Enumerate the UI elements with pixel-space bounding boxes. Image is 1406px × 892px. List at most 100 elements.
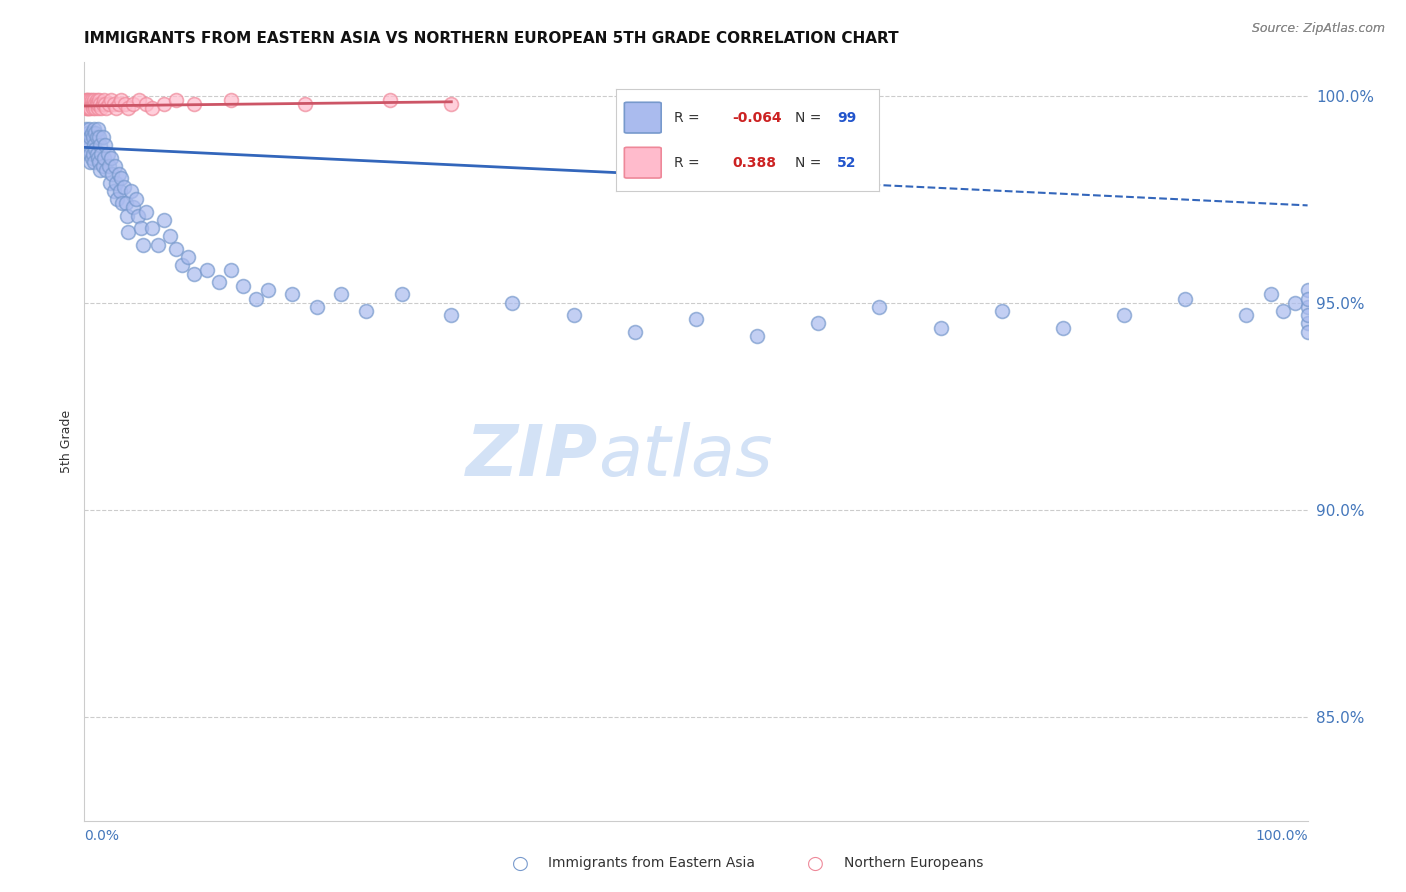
Point bbox=[89, 138, 111, 153]
Point bbox=[165, 93, 187, 107]
Point bbox=[87, 151, 110, 165]
Point bbox=[82, 146, 104, 161]
Text: IMMIGRANTS FROM EASTERN ASIA VS NORTHERN EUROPEAN 5TH GRADE CORRELATION CHART: IMMIGRANTS FROM EASTERN ASIA VS NORTHERN… bbox=[84, 31, 898, 46]
Point bbox=[929, 320, 952, 334]
Point bbox=[1296, 325, 1319, 339]
Point bbox=[195, 262, 218, 277]
Point bbox=[83, 93, 105, 107]
Point bbox=[79, 93, 101, 107]
Point bbox=[76, 130, 98, 145]
Point bbox=[94, 96, 117, 111]
Point bbox=[107, 96, 129, 111]
Point bbox=[117, 225, 139, 239]
Point bbox=[82, 130, 104, 145]
Point bbox=[83, 138, 105, 153]
Point bbox=[94, 138, 117, 153]
Point bbox=[183, 96, 205, 111]
Point bbox=[91, 96, 114, 111]
Point bbox=[562, 308, 585, 322]
Point bbox=[77, 138, 100, 153]
Point bbox=[73, 96, 96, 111]
Point bbox=[747, 329, 769, 343]
Point bbox=[1296, 292, 1319, 306]
Point bbox=[219, 262, 242, 277]
Point bbox=[97, 159, 120, 173]
Point bbox=[128, 93, 150, 107]
Point bbox=[76, 138, 98, 153]
Point bbox=[111, 196, 134, 211]
Point bbox=[84, 126, 107, 140]
Point bbox=[1296, 308, 1319, 322]
Point bbox=[1174, 292, 1197, 306]
Point bbox=[105, 192, 128, 206]
Point bbox=[97, 146, 120, 161]
Text: atlas: atlas bbox=[598, 422, 773, 491]
Point bbox=[129, 221, 152, 235]
Point bbox=[330, 287, 353, 301]
Point bbox=[132, 237, 155, 252]
Point bbox=[104, 159, 127, 173]
Point bbox=[380, 93, 402, 107]
Point bbox=[87, 121, 110, 136]
Point bbox=[146, 237, 169, 252]
Point bbox=[93, 151, 115, 165]
Point bbox=[86, 130, 108, 145]
Point bbox=[87, 130, 110, 145]
Point bbox=[172, 259, 194, 273]
Point bbox=[127, 209, 149, 223]
Text: Immigrants from Eastern Asia: Immigrants from Eastern Asia bbox=[548, 856, 755, 871]
Point bbox=[115, 196, 138, 211]
Point bbox=[76, 101, 98, 115]
Point bbox=[82, 101, 104, 115]
Point bbox=[93, 93, 115, 107]
Point bbox=[869, 300, 891, 314]
Point bbox=[440, 308, 463, 322]
Point bbox=[97, 96, 120, 111]
Point bbox=[77, 96, 100, 111]
Point bbox=[75, 93, 97, 107]
Point bbox=[232, 279, 254, 293]
Point bbox=[84, 96, 107, 111]
Y-axis label: 5th Grade: 5th Grade bbox=[60, 410, 73, 473]
Point bbox=[141, 221, 163, 235]
Point bbox=[1296, 317, 1319, 331]
Point bbox=[90, 101, 112, 115]
Point bbox=[100, 93, 122, 107]
Point bbox=[80, 96, 103, 111]
Point bbox=[79, 146, 101, 161]
Point bbox=[91, 130, 114, 145]
Text: ○: ○ bbox=[807, 854, 824, 873]
Point bbox=[87, 101, 110, 115]
Point bbox=[122, 201, 145, 215]
Point bbox=[90, 146, 112, 161]
Point bbox=[1052, 320, 1074, 334]
Point bbox=[153, 96, 176, 111]
Point bbox=[89, 163, 111, 178]
Point bbox=[1236, 308, 1258, 322]
Point bbox=[79, 154, 101, 169]
Point bbox=[75, 121, 97, 136]
Point bbox=[391, 287, 413, 301]
Point bbox=[77, 101, 100, 115]
Point bbox=[83, 154, 105, 169]
Point bbox=[105, 176, 128, 190]
Point bbox=[76, 96, 98, 111]
Point bbox=[440, 96, 463, 111]
Point bbox=[82, 96, 104, 111]
Point bbox=[502, 295, 524, 310]
Point bbox=[165, 242, 187, 256]
Point bbox=[177, 250, 200, 264]
Point bbox=[115, 209, 138, 223]
Point bbox=[257, 283, 280, 297]
Point bbox=[87, 154, 110, 169]
Point bbox=[107, 167, 129, 181]
Point bbox=[685, 312, 707, 326]
Text: 0.0%: 0.0% bbox=[84, 829, 120, 843]
Point bbox=[1272, 304, 1295, 318]
Point bbox=[183, 267, 205, 281]
Point bbox=[86, 96, 108, 111]
Point bbox=[114, 96, 136, 111]
Point bbox=[1284, 295, 1306, 310]
Point bbox=[79, 130, 101, 145]
Point bbox=[305, 300, 328, 314]
